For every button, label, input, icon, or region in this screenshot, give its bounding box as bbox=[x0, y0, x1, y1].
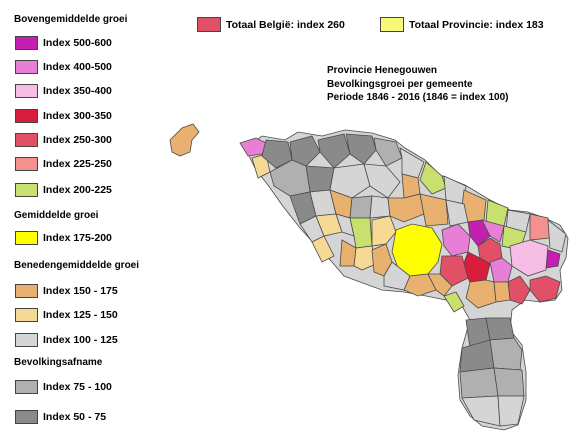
legend-swatch bbox=[15, 307, 38, 322]
reference-label: Totaal België: index 260 bbox=[226, 18, 345, 31]
map-title-line: Bevolkingsgroei per gemeente bbox=[327, 78, 473, 90]
municipality bbox=[443, 291, 465, 313]
exclave bbox=[169, 123, 200, 157]
municipality bbox=[467, 219, 491, 247]
municipality bbox=[459, 367, 499, 399]
legend-swatch bbox=[15, 59, 38, 74]
legend-swatch bbox=[15, 332, 38, 347]
legend-item: Index 100 - 125 bbox=[15, 331, 118, 348]
municipality bbox=[497, 395, 525, 427]
reference-belgium: Totaal België: index 260 bbox=[197, 16, 345, 33]
map-title-line: Provincie Henegouwen bbox=[327, 65, 438, 76]
municipality bbox=[391, 223, 443, 277]
reference-province: Totaal Provincie: index 183 bbox=[380, 16, 544, 33]
municipality bbox=[305, 165, 335, 193]
legend-label: Index 300-350 bbox=[43, 109, 112, 122]
municipality bbox=[529, 213, 551, 241]
municipality bbox=[489, 257, 513, 283]
municipality bbox=[329, 163, 371, 199]
legend-swatch bbox=[15, 283, 38, 298]
legend-label: Index 100 - 125 bbox=[43, 333, 118, 346]
legend-section-title: Bevolkingsafname bbox=[14, 357, 103, 368]
municipality bbox=[481, 219, 505, 243]
municipality bbox=[427, 273, 453, 297]
legend-item: Index 200-225 bbox=[15, 181, 112, 198]
municipality bbox=[353, 245, 377, 271]
legend-label: Index 200-225 bbox=[43, 183, 112, 196]
legend-label: Index 500-600 bbox=[43, 36, 112, 49]
legend-item: Index 175-200 bbox=[15, 229, 112, 246]
legend-label: Index 250-300 bbox=[43, 133, 112, 146]
legend-item: Index 250-300 bbox=[15, 131, 112, 148]
reference-label: Totaal Provincie: index 183 bbox=[409, 18, 544, 31]
legend: Bovengemiddelde groei Index 500-600 Inde… bbox=[0, 0, 170, 445]
municipality bbox=[493, 281, 511, 303]
legend-item: Index 225-250 bbox=[15, 155, 112, 172]
municipality bbox=[369, 195, 391, 219]
map-title: Provincie Henegouwen Bevolkingsgroei per… bbox=[327, 64, 509, 105]
legend-label: Index 350-400 bbox=[43, 84, 112, 97]
municipality bbox=[529, 275, 561, 303]
legend-label: Index 225-250 bbox=[43, 157, 112, 170]
municipality bbox=[439, 255, 469, 287]
legend-section-title: Bovengemiddelde groei bbox=[14, 14, 128, 25]
municipality bbox=[363, 163, 401, 199]
legend-label: Index 400-500 bbox=[43, 60, 112, 73]
municipality bbox=[317, 133, 351, 169]
legend-label: Index 50 - 75 bbox=[43, 410, 107, 423]
municipality bbox=[311, 235, 335, 263]
legend-swatch bbox=[15, 379, 38, 394]
municipality bbox=[493, 367, 525, 397]
municipality bbox=[349, 195, 373, 219]
municipality bbox=[547, 219, 567, 253]
legend-label: Index 175-200 bbox=[43, 231, 112, 244]
legend-swatch bbox=[15, 108, 38, 123]
municipality bbox=[345, 133, 377, 165]
municipality bbox=[419, 193, 449, 227]
legend-item: Index 350-400 bbox=[15, 82, 112, 99]
legend-swatch bbox=[15, 230, 38, 245]
municipality bbox=[383, 261, 411, 291]
municipality bbox=[485, 317, 515, 341]
legend-swatch bbox=[15, 35, 38, 50]
legend-section-title: Gemiddelde groei bbox=[14, 210, 99, 221]
legend-item: Index 50 - 75 bbox=[15, 408, 106, 425]
legend-item: Index 75 - 100 bbox=[15, 378, 112, 395]
legend-label: Index 150 - 175 bbox=[43, 284, 118, 297]
municipality bbox=[289, 135, 321, 167]
municipality bbox=[545, 249, 561, 269]
reference-swatch bbox=[197, 17, 221, 32]
legend-item: Index 125 - 150 bbox=[15, 306, 118, 323]
municipality bbox=[489, 337, 523, 371]
municipality bbox=[373, 137, 403, 167]
municipality bbox=[371, 215, 397, 247]
legend-swatch bbox=[15, 83, 38, 98]
legend-item: Index 300-350 bbox=[15, 107, 112, 124]
reference-swatch bbox=[380, 17, 404, 32]
legend-item: Index 400-500 bbox=[15, 58, 112, 75]
legend-section-title: Benedengemiddelde groei bbox=[14, 260, 140, 271]
legend-label: Index 75 - 100 bbox=[43, 380, 112, 393]
legend-swatch bbox=[15, 409, 38, 424]
legend-swatch bbox=[15, 132, 38, 147]
legend-swatch bbox=[15, 156, 38, 171]
legend-item: Index 150 - 175 bbox=[15, 282, 118, 299]
map-title-line: Periode 1846 - 2016 (1846 = index 100) bbox=[327, 92, 509, 103]
municipality bbox=[403, 273, 437, 297]
legend-swatch bbox=[15, 182, 38, 197]
legend-label: Index 125 - 150 bbox=[43, 308, 118, 321]
legend-item: Index 500-600 bbox=[15, 34, 112, 51]
municipality bbox=[419, 161, 447, 195]
